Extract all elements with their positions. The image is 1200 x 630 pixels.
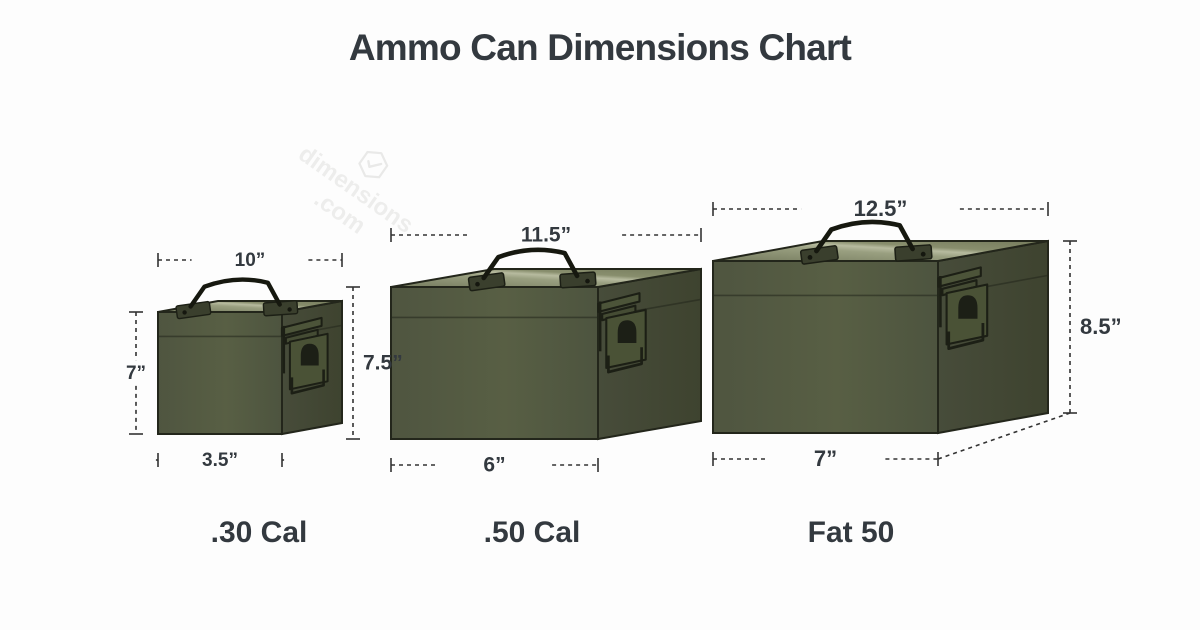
svg-text:3.5”: 3.5” <box>202 450 238 471</box>
svg-text:11.5”: 11.5” <box>521 224 571 247</box>
svg-text:10”: 10” <box>235 250 266 271</box>
svg-text:7.5”: 7.5” <box>363 352 403 375</box>
svg-text:7”: 7” <box>814 446 837 471</box>
svg-text:8.5”: 8.5” <box>1080 314 1122 339</box>
svg-text:7”: 7” <box>126 363 146 384</box>
svg-text:6”: 6” <box>483 454 505 477</box>
svg-text:12.5”: 12.5” <box>854 196 908 221</box>
